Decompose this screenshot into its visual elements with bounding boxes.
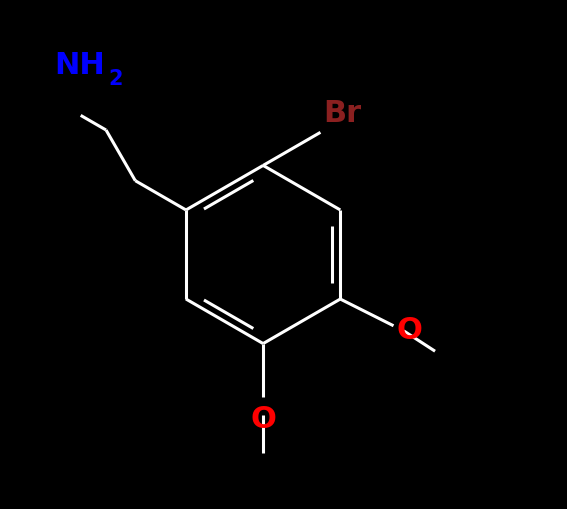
Text: O: O xyxy=(396,317,422,345)
Text: NH: NH xyxy=(54,51,105,80)
Text: Br: Br xyxy=(323,99,361,128)
Text: 2: 2 xyxy=(108,69,122,89)
Text: O: O xyxy=(250,405,276,434)
